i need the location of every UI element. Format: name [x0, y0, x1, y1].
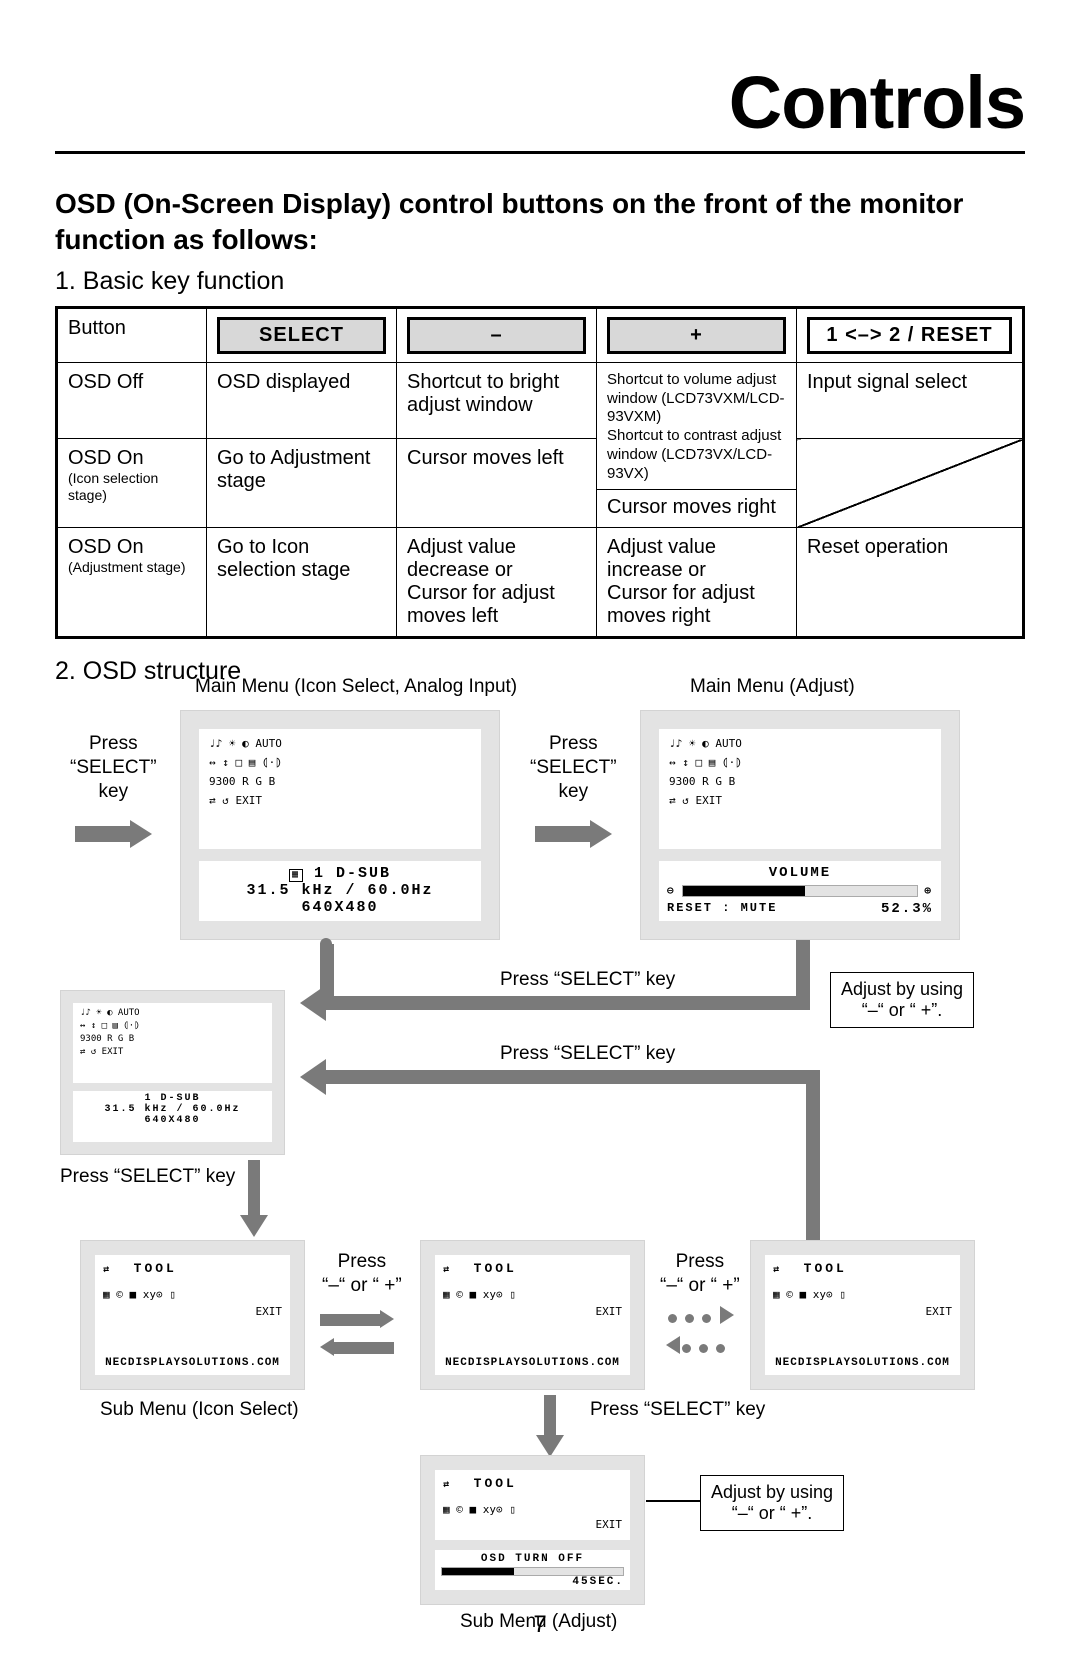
cell: Input signal select — [797, 362, 1024, 438]
row-label: OSD Off — [57, 362, 207, 438]
freq-label: 31.5 kHz / 60.0Hz — [203, 882, 477, 899]
cell: Shortcut to volume adjust window (LCD73V… — [597, 362, 797, 528]
sub-menu-tool-panel-2: ⇄ TOOL ▦ © ■ xy⊙ ▯ EXIT NECDISPLAYSOLUTI… — [420, 1240, 645, 1390]
adjust-title: VOLUME — [667, 865, 933, 881]
port-label: 1 D-SUB — [314, 865, 391, 882]
basic-key-table: Button SELECT – + 1 <–> 2 / RESET OSD Of… — [55, 306, 1025, 640]
icon-row: ♩♪ ☀ ◐ AUTO — [209, 737, 471, 750]
volume-value: 52.3% — [881, 901, 933, 917]
button-chip-reset: 1 <–> 2 / RESET — [807, 317, 1012, 354]
label-press-select-2: Press “SELECT” key — [530, 732, 617, 803]
label-press-select-inline-3: Press “SELECT” key — [60, 1165, 235, 1189]
icon-row: 9300 R G B — [669, 775, 931, 788]
icon-row: ⇄ ↺ EXIT — [209, 794, 471, 807]
table-row: OSD On (Icon selection stage) Go to Adju… — [57, 439, 1024, 528]
label-press-select-inline-4: Press “SELECT” key — [590, 1398, 765, 1422]
button-chip-plus: + — [607, 317, 786, 354]
icon-row: ♩♪ ☀ ◐ AUTO — [669, 737, 931, 750]
tool-footer: NECDISPLAYSOLUTIONS.COM — [95, 1357, 290, 1369]
row-label: OSD On (Icon selection stage) — [57, 439, 207, 528]
intro-heading: OSD (On-Screen Display) control buttons … — [55, 186, 1025, 259]
reset-mute-label: RESET : MUTE — [667, 901, 777, 917]
sub-menu-adjust-panel: ⇄ TOOL ▦ © ■ xy⊙ ▯ EXIT OSD TURN OFF 45S… — [420, 1455, 645, 1605]
label-press-select-inline-1: Press “SELECT” key — [500, 968, 675, 992]
cell: Go to Icon selection stage — [207, 528, 397, 638]
res-label: 640X480 — [203, 899, 477, 916]
icon-row: ↔ ↕ □ ▤ ⦇·⦈ — [209, 756, 471, 769]
label-sub-icon: Sub Menu (Icon Select) — [100, 1398, 299, 1422]
osd-turnoff-value: 45SEC. — [441, 1576, 624, 1588]
label-main-icon: Main Menu (Icon Select, Analog Input) — [195, 675, 517, 699]
cell: Adjust value increase or Cursor for adju… — [597, 528, 797, 638]
cell: Cursor moves left — [397, 439, 597, 528]
icon-row: ⇄ ↺ EXIT — [669, 794, 931, 807]
cell: Adjust value decrease or Cursor for adju… — [397, 528, 597, 638]
sub-menu-tool-panel-1: ⇄ TOOL ▦ © ■ xy⊙ ▯ EXIT NECDISPLAYSOLUTI… — [80, 1240, 305, 1390]
button-chip-select: SELECT — [217, 317, 386, 354]
main-menu-adjust-panel: ♩♪ ☀ ◐ AUTO ↔ ↕ □ ▤ ⦇·⦈ 9300 R G B ⇄ ↺ E… — [640, 710, 960, 940]
cell: Go to Adjustment stage — [207, 439, 397, 528]
row-label: OSD On (Adjustment stage) — [57, 528, 207, 638]
icon-row: ↔ ↕ □ ▤ ⦇·⦈ — [669, 756, 931, 769]
label-press-pm-2: Press “–“ or “ +” — [660, 1250, 740, 1298]
section1-heading: 1. Basic key function — [55, 267, 1025, 296]
sub-menu-tool-panel-3: ⇄ TOOL ▦ © ■ xy⊙ ▯ EXIT NECDISPLAYSOLUTI… — [750, 1240, 975, 1390]
table-row: OSD Off OSD displayed Shortcut to bright… — [57, 362, 1024, 438]
cell: Reset operation — [797, 528, 1024, 638]
adjust-note-2: Adjust by using “–“ or “ +”. — [700, 1475, 844, 1531]
cell: OSD displayed — [207, 362, 397, 438]
main-menu-small-panel: ♩♪ ☀ ◐ AUTO ↔ ↕ □ ▤ ⦇·⦈ 9300 R G B ⇄ ↺ E… — [60, 990, 285, 1155]
label-main-adjust: Main Menu (Adjust) — [690, 675, 855, 699]
osd-turnoff-title: OSD TURN OFF — [441, 1553, 624, 1565]
cell-slash — [797, 439, 1024, 528]
icon-row: 9300 R G B — [209, 775, 471, 788]
main-menu-icon-panel: ♩♪ ☀ ◐ AUTO ↔ ↕ □ ▤ ⦇·⦈ 9300 R G B ⇄ ↺ E… — [180, 710, 500, 940]
adjust-note-1: Adjust by using “–“ or “ +”. — [830, 972, 974, 1028]
button-chip-minus: – — [407, 317, 586, 354]
title-rule — [55, 151, 1025, 154]
page-title: Controls — [55, 60, 1025, 145]
label-press-pm-1: Press “–“ or “ +” — [322, 1250, 402, 1298]
label-press-select-1: Press “SELECT” key — [70, 732, 157, 803]
label-press-select-inline-2: Press “SELECT” key — [500, 1042, 675, 1066]
cell: Shortcut to bright adjust window — [397, 362, 597, 438]
page-number: 7 — [0, 1611, 1080, 1639]
table-row: OSD On (Adjustment stage) Go to Icon sel… — [57, 528, 1024, 638]
table-header-label: Button — [57, 307, 207, 362]
